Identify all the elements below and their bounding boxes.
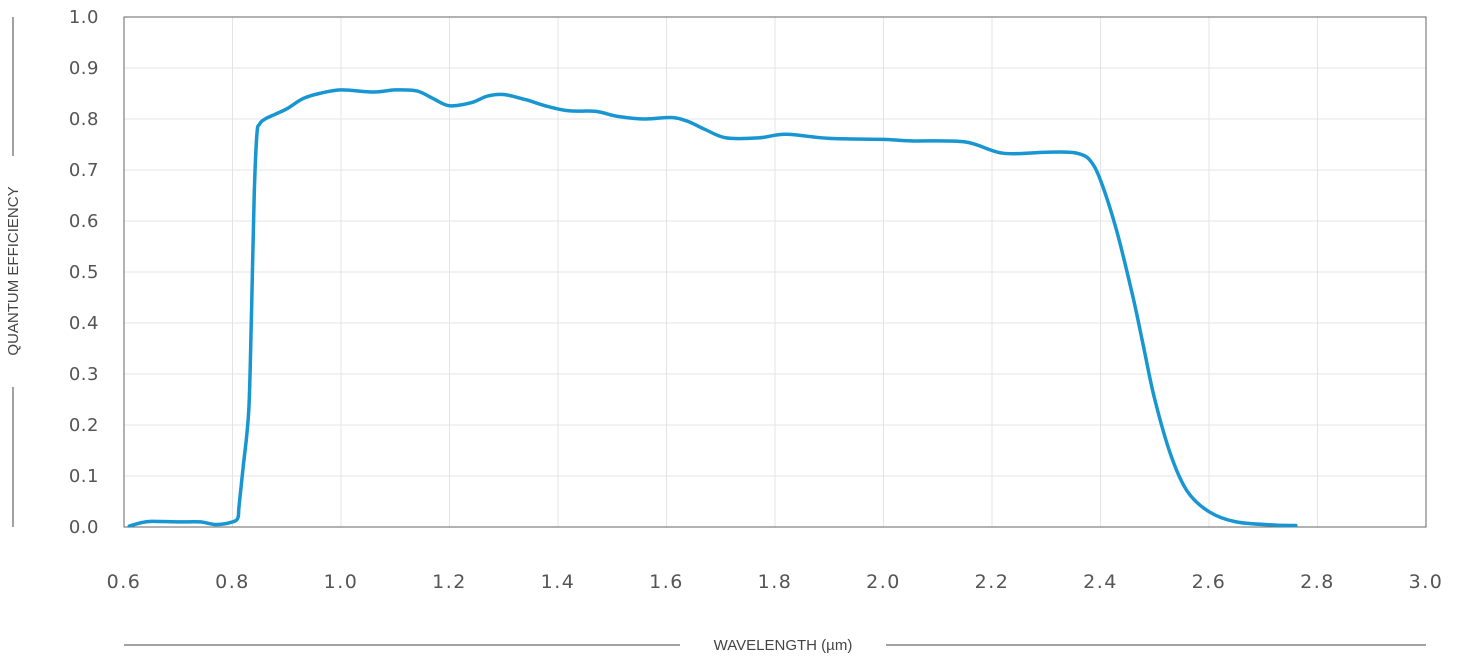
x-axis-ticks: 0.6 0.8 1.0 1.2 1.4 1.6 1.8 2.0 2.2 2.4 2.6 2.8 3.0 bbox=[107, 571, 1444, 593]
x-tick-label: 1.4 bbox=[541, 571, 576, 593]
y-tick-label: 0.6 bbox=[69, 211, 99, 232]
x-tick-label: 3.0 bbox=[1409, 571, 1444, 593]
x-tick-label: 0.8 bbox=[215, 571, 250, 593]
x-tick-label: 2.8 bbox=[1300, 571, 1335, 593]
x-tick-label: 2.2 bbox=[975, 571, 1010, 593]
y-tick-label: 0.5 bbox=[69, 262, 99, 283]
y-tick-label: 0.7 bbox=[69, 160, 99, 181]
x-tick-label: 1.6 bbox=[649, 571, 684, 593]
series-line bbox=[127, 88, 1298, 528]
y-axis-title: QUANTUM EFFICIENCY bbox=[5, 186, 22, 355]
y-axis-ticks: 0.0 0.1 0.2 0.3 0.4 0.5 0.6 0.7 0.8 0.9 1.0 bbox=[69, 7, 99, 538]
x-tick-label: 1.2 bbox=[432, 571, 467, 593]
x-tick-label: 2.6 bbox=[1192, 571, 1227, 593]
y-tick-label: 0.4 bbox=[69, 313, 99, 334]
x-tick-label: 0.6 bbox=[107, 571, 142, 593]
y-tick-label: 0.1 bbox=[69, 466, 99, 487]
x-tick-label: 1.8 bbox=[758, 571, 793, 593]
x-tick-label: 2.4 bbox=[1083, 571, 1118, 593]
x-axis-title: WAVELENGTH (µm) bbox=[714, 637, 853, 654]
y-tick-label: 0.9 bbox=[69, 58, 99, 79]
y-tick-label: 0.0 bbox=[69, 517, 99, 538]
y-tick-label: 0.3 bbox=[69, 364, 99, 385]
y-tick-label: 0.8 bbox=[69, 109, 99, 130]
x-tick-label: 1.0 bbox=[324, 571, 359, 593]
y-tick-label: 1.0 bbox=[69, 7, 99, 28]
x-tick-label: 2.0 bbox=[866, 571, 901, 593]
plot-frame bbox=[123, 16, 1427, 528]
y-tick-label: 0.2 bbox=[69, 415, 99, 436]
